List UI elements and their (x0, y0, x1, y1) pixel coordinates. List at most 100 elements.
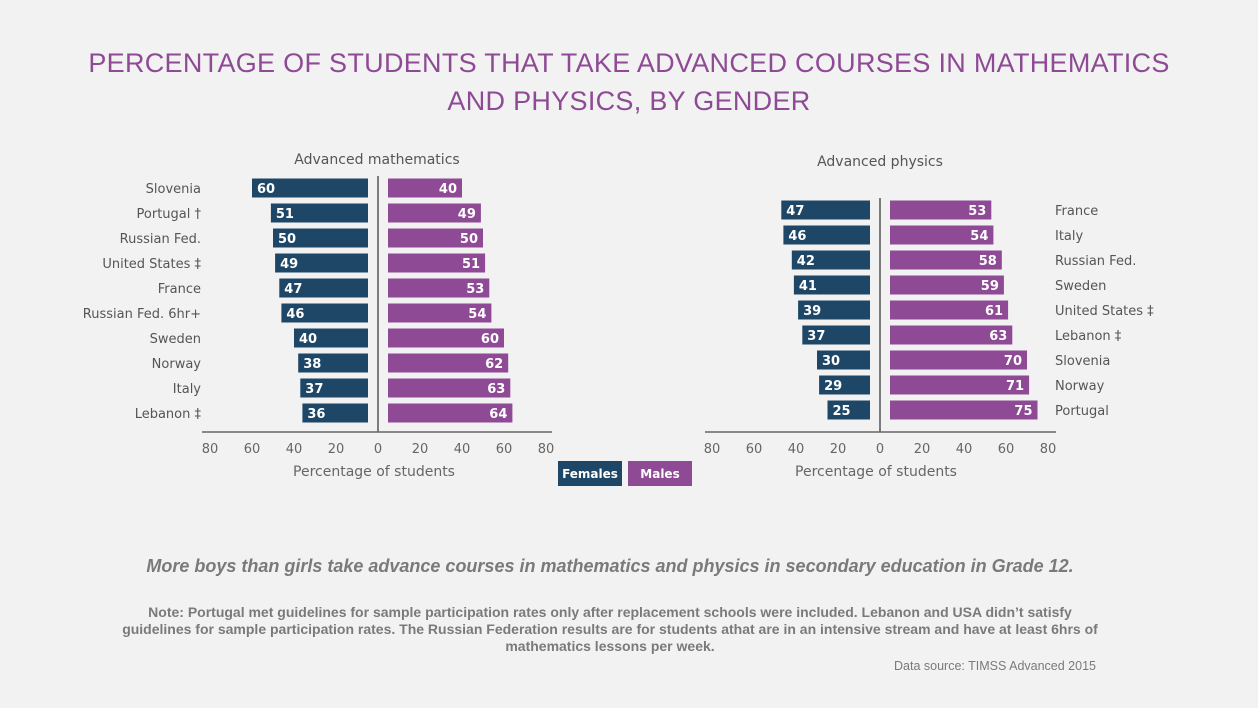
bar-males (890, 350, 1027, 370)
data-label-females: 37 (807, 329, 825, 344)
bar-males (388, 278, 490, 298)
x-tick-label: 20 (328, 442, 345, 457)
x-tick-label: 60 (244, 442, 261, 457)
bar-males (890, 300, 1009, 320)
data-label-males: 51 (462, 257, 480, 272)
bar-males (388, 178, 462, 198)
bar-females (273, 228, 368, 248)
bar-males (388, 203, 481, 223)
bar-males (388, 378, 511, 398)
category-label: Italy (1055, 229, 1084, 244)
category-label: Norway (1055, 379, 1105, 394)
bar-males (388, 403, 513, 423)
category-label: France (1055, 204, 1098, 219)
data-label-males: 53 (968, 204, 986, 219)
bar-males (388, 228, 483, 248)
x-tick-label: 0 (876, 442, 884, 457)
data-label-females: 39 (803, 304, 821, 319)
data-label-females: 41 (799, 279, 817, 294)
bar-males (890, 375, 1030, 395)
x-tick-label: 40 (788, 442, 805, 457)
x-tick-label: 0 (374, 442, 382, 457)
category-label: Norway (152, 357, 202, 372)
data-label-males: 63 (487, 382, 505, 397)
page-title: PERCENTAGE OF STUDENTS THAT TAKE ADVANCE… (88, 48, 1170, 116)
bar-females (819, 375, 870, 395)
data-label-males: 75 (1014, 404, 1032, 419)
chart-title: Advanced mathematics (294, 152, 459, 168)
bar-females (793, 275, 870, 295)
data-label-females: 47 (284, 282, 302, 297)
data-label-males: 71 (1006, 379, 1024, 394)
legend-label-females: Females (562, 467, 618, 481)
data-label-females: 38 (303, 357, 321, 372)
data-label-females: 36 (307, 407, 325, 422)
data-label-females: 30 (822, 354, 840, 369)
bar-females (281, 303, 368, 323)
bar-females (791, 250, 870, 270)
bar-males (890, 200, 992, 220)
bar-females (783, 225, 870, 245)
data-label-males: 62 (485, 357, 503, 372)
legend-swatch-males (628, 461, 692, 486)
x-tick-label: 40 (286, 442, 303, 457)
data-label-males: 40 (439, 182, 457, 197)
bar-females (252, 178, 368, 198)
category-label: Portugal † (137, 207, 202, 222)
data-label-males: 63 (989, 329, 1007, 344)
x-tick-label: 20 (830, 442, 847, 457)
category-label: Italy (173, 382, 202, 397)
note: Note: Portugal met guidelines for sample… (122, 604, 1098, 654)
data-source: Data source: TIMSS Advanced 2015 (894, 659, 1096, 673)
category-label: Portugal (1055, 404, 1109, 419)
data-label-females: 50 (278, 232, 296, 247)
data-label-females: 47 (786, 204, 804, 219)
data-label-females: 40 (299, 332, 317, 347)
data-label-males: 64 (489, 407, 507, 422)
data-label-males: 70 (1004, 354, 1022, 369)
category-label: Russian Fed. (1055, 254, 1136, 269)
bar-males (890, 400, 1038, 420)
bar-females (275, 253, 368, 273)
bar-females (802, 325, 870, 345)
data-label-females: 42 (797, 254, 815, 269)
x-tick-label: 20 (914, 442, 931, 457)
data-label-males: 50 (460, 232, 478, 247)
bar-males (890, 250, 1002, 270)
category-label: Slovenia (146, 182, 201, 197)
data-label-females: 25 (833, 404, 851, 419)
bar-females (279, 278, 368, 298)
data-label-males: 61 (985, 304, 1003, 319)
x-tick-label: 60 (496, 442, 513, 457)
bar-males (890, 275, 1004, 295)
bar-males (388, 253, 486, 273)
x-tick-label: 40 (956, 442, 973, 457)
x-tick-label: 60 (998, 442, 1015, 457)
caption: More boys than girls take advance course… (146, 556, 1074, 576)
data-label-males: 54 (468, 307, 486, 322)
bar-females (298, 353, 368, 373)
data-label-females: 29 (824, 379, 842, 394)
bar-females (302, 403, 368, 423)
bar-females (827, 400, 870, 420)
x-axis-label: Percentage of students (293, 464, 455, 480)
data-label-females: 49 (280, 257, 298, 272)
category-label: France (158, 282, 201, 297)
x-tick-label: 80 (1040, 442, 1057, 457)
data-label-females: 51 (276, 207, 294, 222)
x-tick-label: 60 (746, 442, 763, 457)
data-label-females: 46 (286, 307, 304, 322)
x-axis-label: Percentage of students (795, 464, 957, 480)
category-label: Lebanon ‡ (135, 407, 202, 422)
bar-males (388, 303, 492, 323)
bar-females (781, 200, 870, 220)
bar-males (388, 353, 509, 373)
data-label-males: 54 (970, 229, 988, 244)
data-label-males: 49 (458, 207, 476, 222)
data-label-males: 59 (981, 279, 999, 294)
bar-males (890, 325, 1013, 345)
x-tick-label: 20 (412, 442, 429, 457)
bar-females (294, 328, 368, 348)
category-label: Sweden (150, 332, 201, 347)
